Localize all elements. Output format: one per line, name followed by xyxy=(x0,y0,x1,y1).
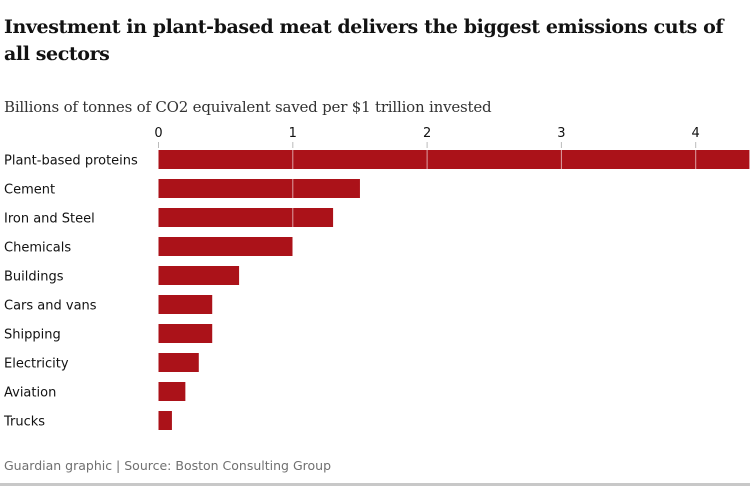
bar xyxy=(158,208,334,227)
x-tick-label: 0 xyxy=(154,126,162,141)
x-tick-label: 4 xyxy=(692,126,700,141)
bar xyxy=(158,382,186,401)
bar xyxy=(158,295,213,314)
bar xyxy=(158,324,213,343)
category-label: Plant-based proteins xyxy=(4,154,138,169)
x-tick-label: 3 xyxy=(557,126,565,141)
category-label: Aviation xyxy=(4,386,56,401)
category-label: Buildings xyxy=(4,270,64,285)
chart-subtitle: Billions of tonnes of CO2 equivalent sav… xyxy=(4,98,492,116)
chart-title: Investment in plant-based meat delivers … xyxy=(4,16,724,65)
category-label: Cars and vans xyxy=(4,299,97,314)
category-label: Shipping xyxy=(4,328,61,343)
x-tick-label: 2 xyxy=(423,126,431,141)
bar xyxy=(158,411,172,430)
bar xyxy=(158,150,750,169)
category-label: Cement xyxy=(4,183,55,198)
category-label: Chemicals xyxy=(4,241,71,256)
bottom-rule xyxy=(0,483,750,486)
bar xyxy=(158,353,199,372)
bar xyxy=(158,237,293,256)
bar xyxy=(158,266,240,285)
source-footer: Guardian graphic | Source: Boston Consul… xyxy=(4,458,332,473)
category-label: Electricity xyxy=(4,357,69,372)
x-tick-label: 1 xyxy=(289,126,297,141)
category-label: Iron and Steel xyxy=(4,212,95,227)
bar xyxy=(158,179,360,198)
category-label: Trucks xyxy=(3,415,45,430)
